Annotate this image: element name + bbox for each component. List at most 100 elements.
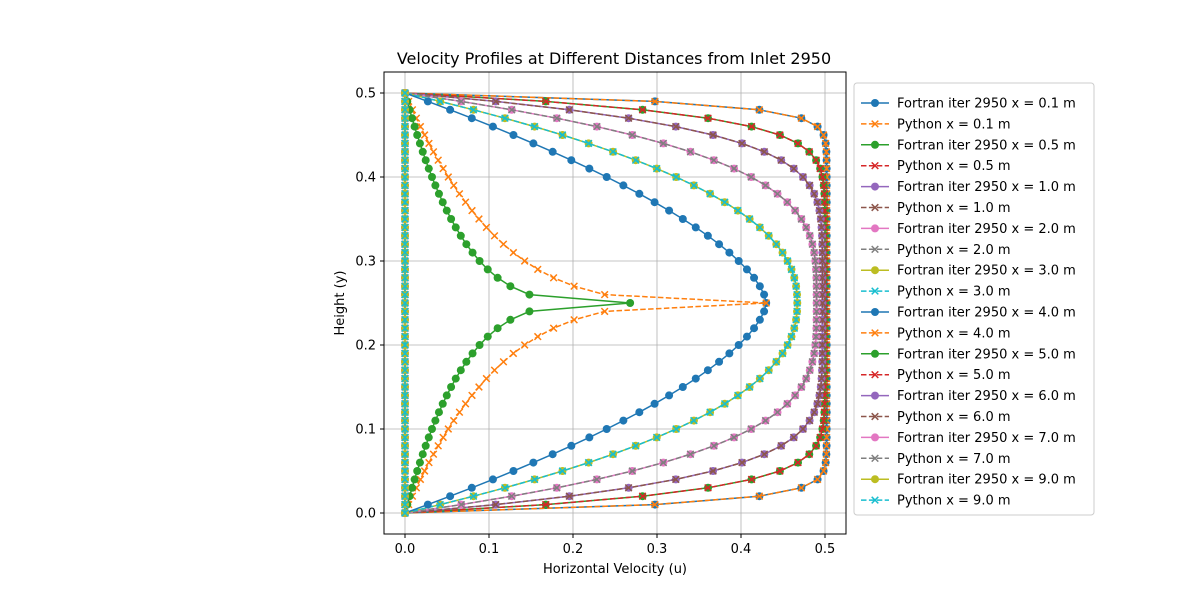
data-point xyxy=(401,122,409,131)
data-point xyxy=(401,173,409,181)
data-point xyxy=(650,198,659,207)
data-point xyxy=(638,105,647,114)
data-point xyxy=(429,450,438,459)
data-point xyxy=(818,332,827,341)
data-point xyxy=(585,164,594,173)
data-point xyxy=(482,223,491,232)
data-point xyxy=(530,475,539,484)
legend-label: Fortran iter 2950 x = 5.0 m xyxy=(897,347,1076,362)
data-point xyxy=(819,467,828,475)
data-point xyxy=(761,416,770,425)
data-point xyxy=(818,240,827,249)
data-point xyxy=(672,425,680,433)
data-point xyxy=(401,332,409,341)
data-point xyxy=(626,299,635,307)
legend-marker xyxy=(871,329,879,337)
data-point xyxy=(401,341,409,349)
data-point xyxy=(609,450,617,459)
legend-entry: Fortran iter 2950 x = 3.0 m xyxy=(861,264,1076,279)
data-point xyxy=(818,307,827,316)
data-point xyxy=(483,332,492,341)
data-point xyxy=(434,408,443,417)
data-point xyxy=(401,425,409,433)
data-point xyxy=(816,383,825,391)
data-point xyxy=(401,105,409,114)
data-point xyxy=(776,467,784,475)
legend-entry: Fortran iter 2950 x = 0.5 m xyxy=(861,138,1076,153)
data-point xyxy=(810,349,819,358)
data-point xyxy=(665,391,674,400)
data-point xyxy=(421,156,430,165)
data-point xyxy=(401,248,409,257)
x-tick-label: 0.1 xyxy=(479,542,500,557)
data-point xyxy=(783,399,792,408)
data-point xyxy=(756,374,764,383)
legend-entry: Python x = 9.0 m xyxy=(861,494,1011,509)
data-point xyxy=(755,492,764,501)
data-point xyxy=(401,450,409,459)
data-point xyxy=(558,131,567,139)
data-point xyxy=(794,139,802,148)
data-point xyxy=(793,307,801,316)
data-point xyxy=(570,282,578,291)
legend-marker xyxy=(871,203,879,212)
data-point xyxy=(462,240,471,249)
data-point xyxy=(609,147,617,156)
data-point xyxy=(631,156,640,165)
data-point xyxy=(401,441,409,450)
data-point xyxy=(820,399,829,408)
data-point xyxy=(418,450,427,459)
data-point xyxy=(818,341,827,349)
legend-label: Fortran iter 2950 x = 4.0 m xyxy=(897,306,1076,321)
data-point xyxy=(805,147,814,156)
data-point xyxy=(810,189,819,198)
data-point xyxy=(468,349,477,358)
data-point xyxy=(401,324,409,333)
data-point xyxy=(818,349,827,358)
data-point xyxy=(710,441,718,450)
data-point xyxy=(455,408,464,417)
data-point xyxy=(602,173,611,181)
data-point xyxy=(533,265,542,274)
legend-marker xyxy=(871,245,879,254)
legend-marker xyxy=(871,412,879,421)
data-point xyxy=(816,215,825,223)
legend-marker xyxy=(871,287,879,295)
data-point xyxy=(418,147,427,156)
data-point xyxy=(461,198,470,207)
data-point xyxy=(821,458,830,467)
data-point xyxy=(715,240,724,249)
data-point xyxy=(652,433,661,442)
data-point xyxy=(750,273,759,282)
data-point xyxy=(624,114,633,123)
data-point xyxy=(431,416,440,425)
legend-label: Fortran iter 2950 x = 2.0 m xyxy=(897,222,1076,237)
data-point xyxy=(710,156,718,165)
data-point xyxy=(651,500,659,509)
data-point xyxy=(812,332,820,341)
data-point xyxy=(734,257,743,265)
data-point xyxy=(651,97,659,106)
data-point xyxy=(415,458,424,467)
data-point xyxy=(401,231,409,240)
data-point xyxy=(690,416,698,425)
data-point xyxy=(429,147,438,156)
series-line xyxy=(404,92,767,514)
data-point xyxy=(797,383,806,391)
data-point xyxy=(468,206,476,215)
data-point xyxy=(401,223,409,232)
data-point xyxy=(818,290,827,299)
data-point xyxy=(529,458,538,467)
data-point xyxy=(659,458,668,467)
x-tick-label: 0.0 xyxy=(395,542,416,557)
data-point xyxy=(509,248,518,257)
data-point xyxy=(720,198,729,207)
legend-marker xyxy=(871,370,879,379)
legend-marker xyxy=(871,308,879,316)
data-point xyxy=(444,425,453,433)
data-point xyxy=(467,483,476,492)
data-point xyxy=(808,357,817,366)
data-point xyxy=(734,391,742,400)
legend-marker xyxy=(871,224,879,233)
